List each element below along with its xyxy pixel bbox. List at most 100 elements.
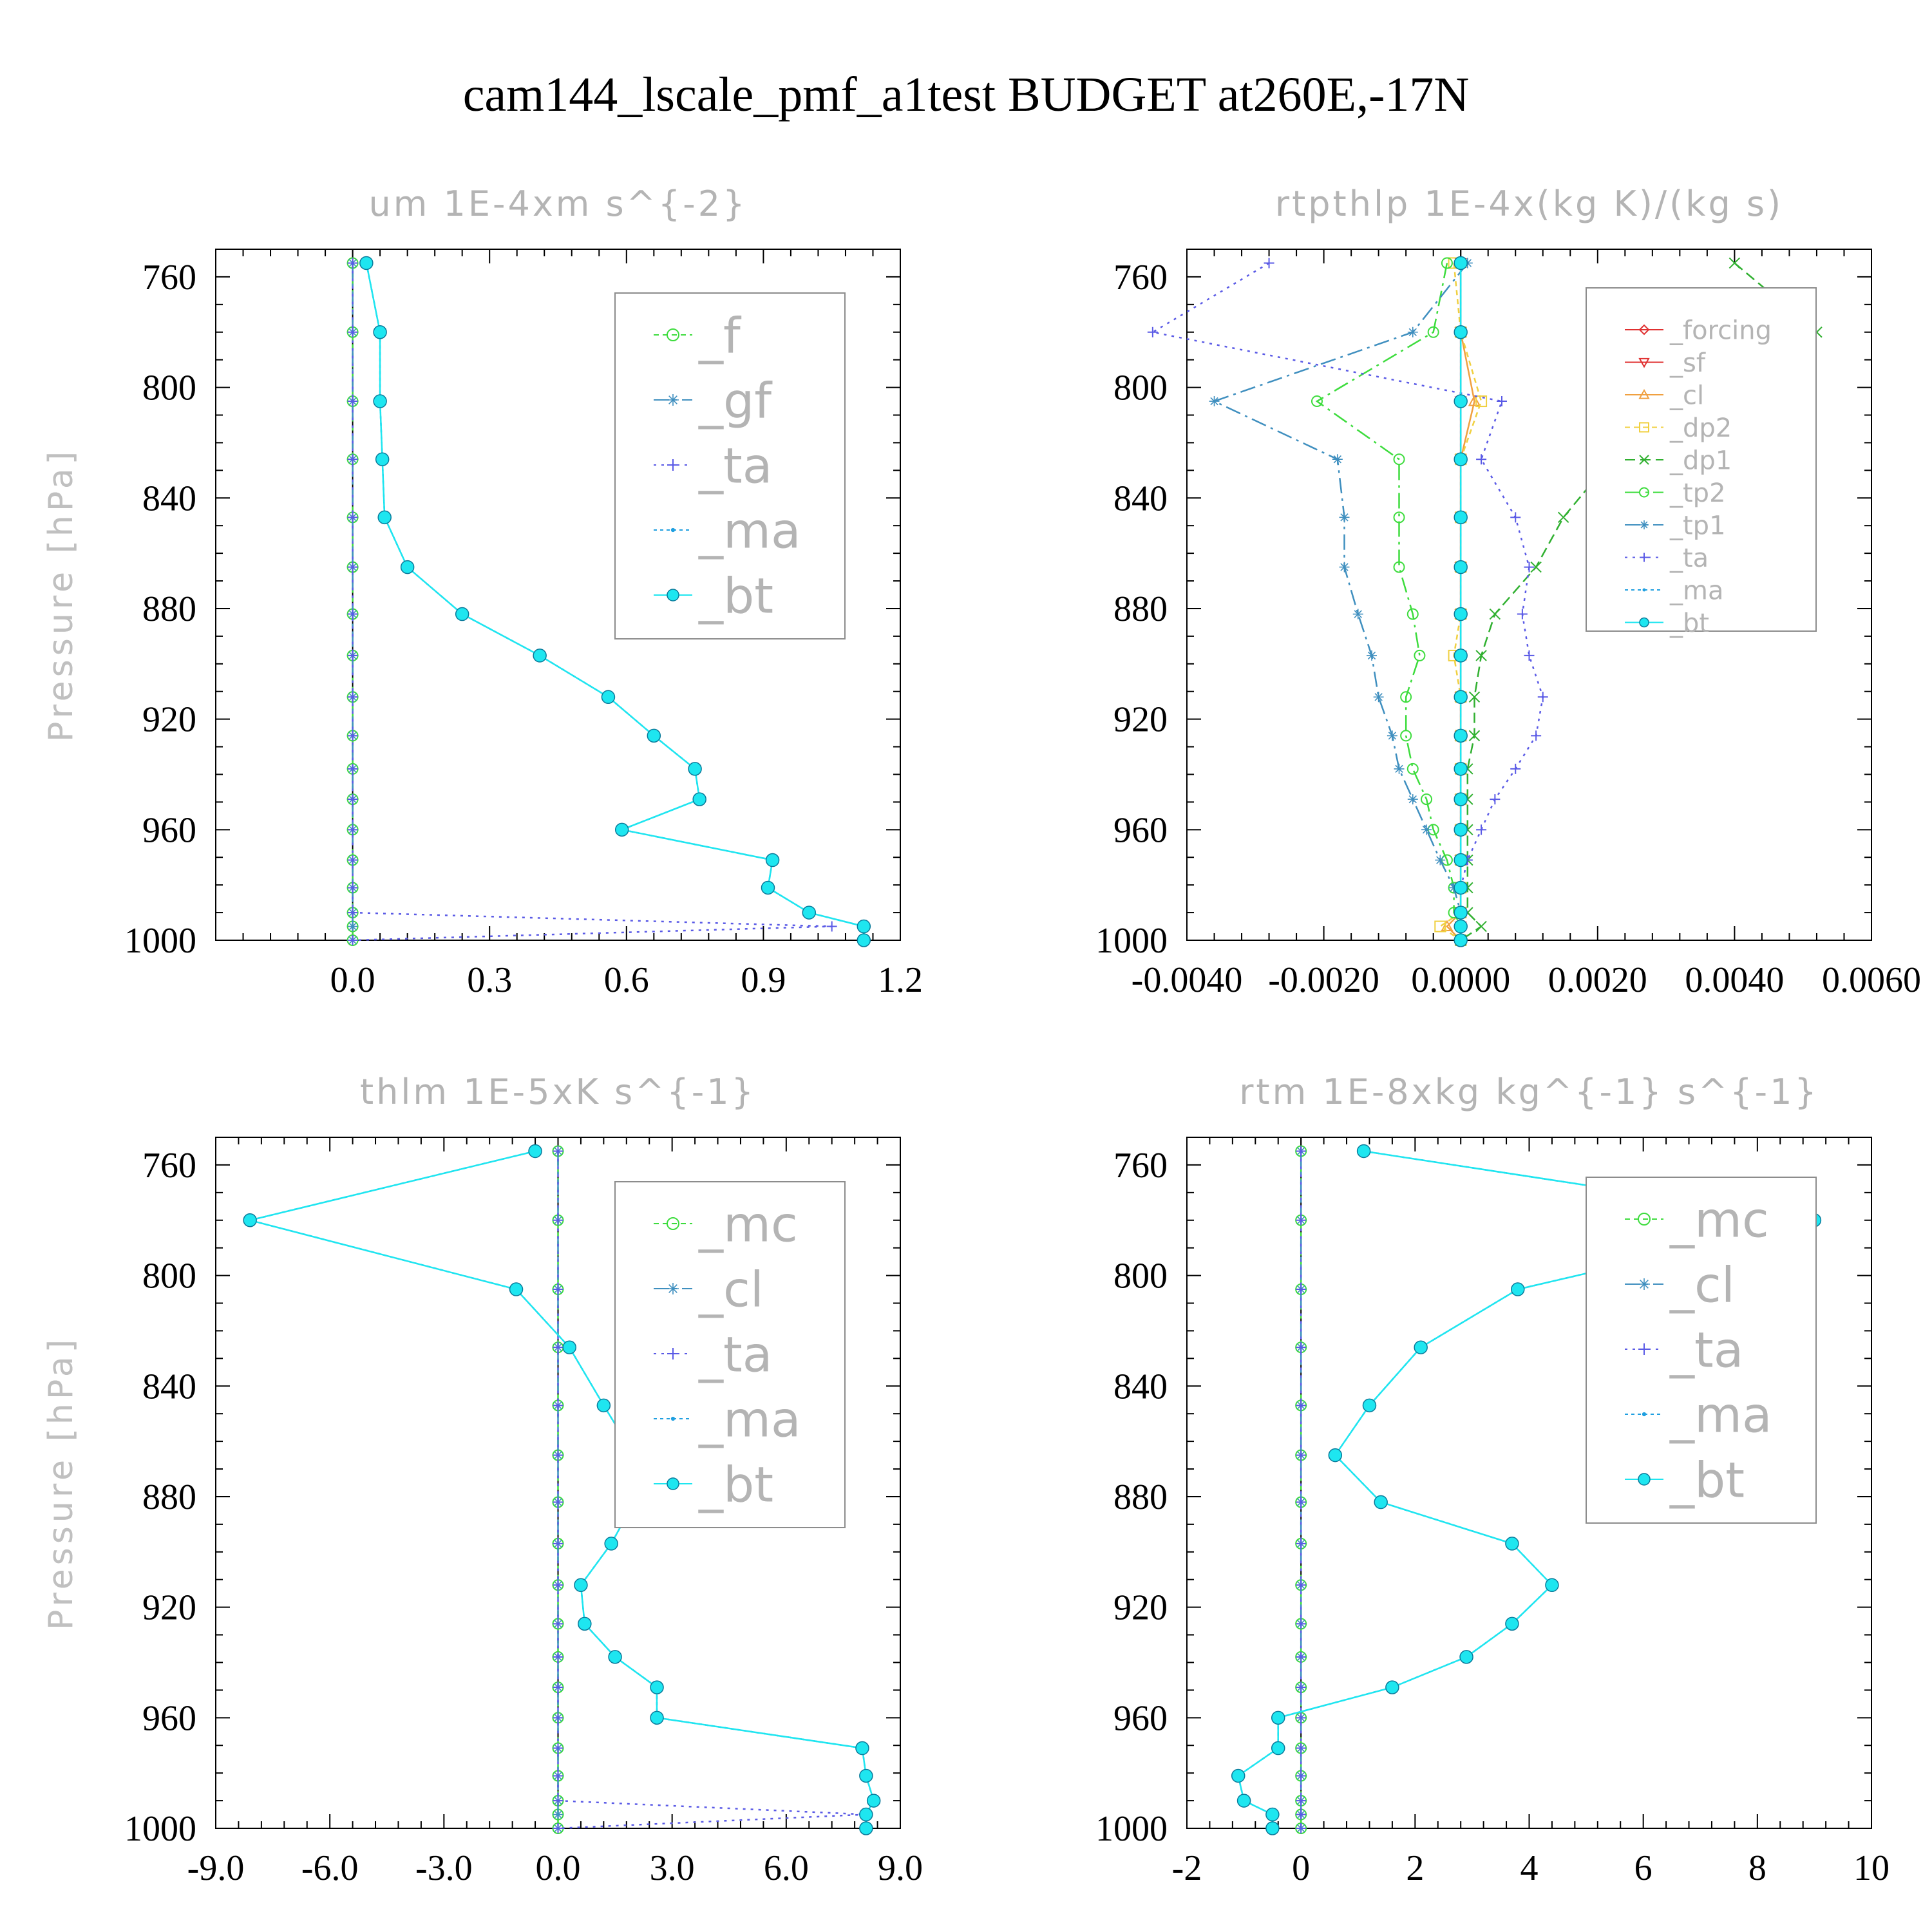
legend-label: _mc — [698, 1195, 798, 1253]
legend-marker — [1639, 422, 1649, 433]
data-point — [1394, 763, 1405, 774]
data-point — [553, 1618, 564, 1629]
data-point — [553, 1682, 564, 1693]
data-point — [553, 1342, 564, 1353]
data-point — [1454, 853, 1468, 867]
data-point — [1265, 1821, 1280, 1835]
legend: _mc _cl _ta _ma _bt — [614, 1181, 846, 1528]
data-point — [1407, 794, 1418, 805]
data-point — [1454, 394, 1468, 408]
series-line — [1150, 262, 1544, 940]
data-point — [1511, 1282, 1525, 1296]
y-tick-label: 1000 — [124, 921, 196, 961]
x-tick-label: 4 — [1520, 1848, 1539, 1888]
legend-label: _tp2 — [1669, 478, 1726, 508]
data-point — [553, 1651, 564, 1662]
y-tick-label: 840 — [142, 478, 196, 518]
data-point — [601, 690, 616, 705]
data-point — [359, 256, 374, 270]
legend-box — [1586, 1177, 1817, 1524]
y-tick-label: 960 — [142, 1698, 196, 1738]
legend-item: _ta — [654, 437, 772, 494]
y-axis-label: Pressure [hPa] — [42, 1336, 80, 1630]
legend-item: _ma — [654, 502, 801, 559]
data-point — [574, 1578, 588, 1593]
data-point — [1296, 1809, 1307, 1820]
series-line — [1315, 263, 1462, 940]
legend-item: _ma — [1625, 1386, 1772, 1443]
legend-label: _ta — [698, 437, 772, 494]
data-point — [1489, 608, 1501, 620]
data-point — [1296, 1743, 1307, 1754]
data-point — [1296, 1284, 1307, 1295]
legend-marker — [667, 589, 679, 601]
data-point — [596, 1398, 611, 1413]
data-point — [859, 1821, 873, 1835]
y-tick-label: 800 — [142, 1256, 196, 1296]
data-point — [765, 853, 780, 867]
data-point — [553, 1538, 564, 1549]
data-point — [1406, 608, 1419, 620]
data-point — [553, 1743, 564, 1754]
x-tick-label: 0.0000 — [1411, 960, 1510, 1000]
legend-item: _tp2 — [1625, 478, 1726, 508]
y-tick-label: 840 — [142, 1367, 196, 1406]
legend-marker — [667, 1348, 679, 1359]
legend-label: _cl — [698, 1260, 764, 1318]
data-point — [1296, 1400, 1307, 1411]
y-tick-label: 840 — [1113, 478, 1168, 518]
x-tick-label: 9.0 — [878, 1848, 923, 1888]
x-tick-label: -0.0040 — [1132, 960, 1243, 1000]
data-point — [1393, 511, 1405, 524]
data-point — [1505, 1537, 1519, 1551]
data-point — [400, 560, 415, 574]
series-tp2 — [1311, 257, 1467, 946]
data-point — [1454, 607, 1468, 621]
y-tick-label: 880 — [142, 1477, 196, 1517]
y-tick-label: 880 — [142, 589, 196, 629]
data-point — [1517, 609, 1528, 620]
data-point — [1454, 649, 1468, 663]
legend-item: _cl — [654, 1260, 764, 1318]
data-point — [1454, 690, 1468, 705]
x-tick-label: -6.0 — [301, 1848, 359, 1888]
legend-item: _ma — [1625, 576, 1723, 605]
legend-box — [614, 292, 846, 639]
x-tick-label: 0.9 — [741, 960, 786, 1000]
legend-label: _ma — [1669, 576, 1723, 605]
data-point — [1468, 691, 1481, 703]
y-tick-label: 880 — [1113, 1477, 1168, 1517]
legend-item: _bt — [1625, 609, 1709, 638]
x-tick-label: 1.2 — [878, 960, 923, 1000]
data-point — [826, 921, 837, 932]
data-point — [347, 935, 358, 945]
data-point — [1311, 395, 1323, 408]
panel-title: rtpthlp 1E-4x(kg K)/(kg s) — [1275, 184, 1783, 224]
data-point — [1296, 1580, 1307, 1591]
data-point — [1530, 561, 1542, 573]
data-point — [1385, 1680, 1399, 1694]
legend-label: _gf — [698, 372, 773, 429]
data-point — [1510, 763, 1521, 774]
plot-frame — [1186, 249, 1872, 941]
data-point — [1236, 1794, 1251, 1808]
legend-marker — [670, 1416, 676, 1421]
data-point — [1393, 453, 1405, 466]
legend-label: _cl — [1669, 381, 1704, 410]
data-point — [553, 1215, 564, 1226]
data-point — [1454, 933, 1468, 947]
y-tick-label: 800 — [1113, 1256, 1168, 1296]
legend-item: _sf — [1625, 348, 1706, 378]
data-point — [1545, 1578, 1559, 1593]
legend-marker — [1638, 357, 1650, 368]
data-point — [553, 1809, 564, 1820]
data-point — [1374, 1495, 1388, 1510]
data-point — [1387, 730, 1397, 741]
data-point — [1454, 792, 1468, 806]
data-point — [802, 905, 817, 920]
x-tick-label: 8 — [1748, 1848, 1766, 1888]
legend-item: _gf — [654, 372, 773, 429]
data-point — [1296, 1215, 1307, 1226]
data-point — [347, 730, 358, 741]
panel-title: um 1E-4xm s^{-2} — [369, 184, 748, 224]
